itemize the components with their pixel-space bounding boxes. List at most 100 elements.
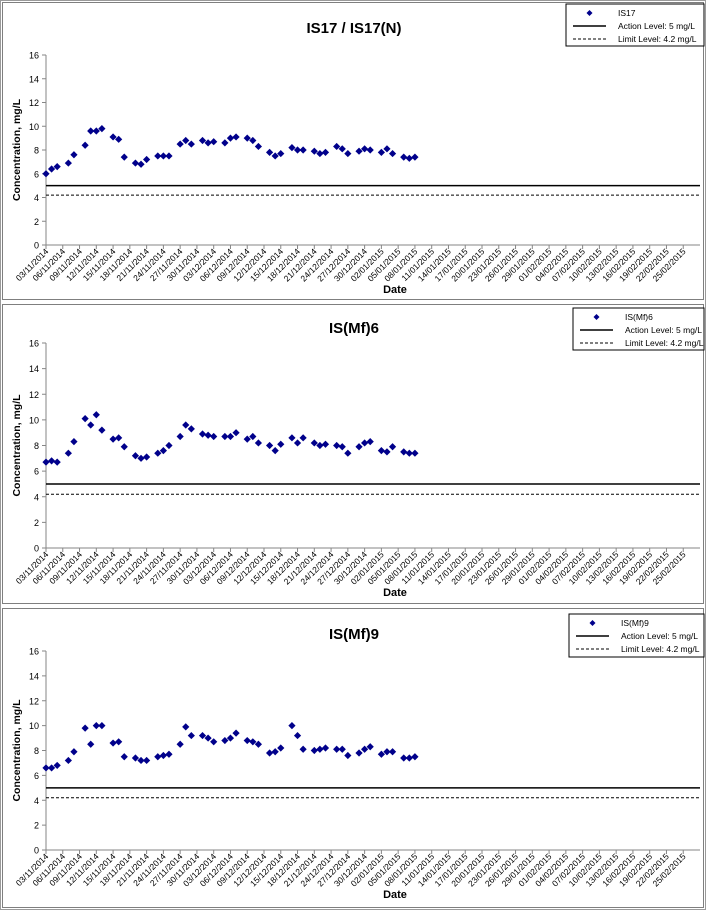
data-point	[265, 148, 274, 156]
data-point	[204, 139, 212, 147]
data-point	[299, 745, 307, 753]
data-point	[198, 430, 207, 438]
data-point	[333, 142, 341, 151]
data-point	[254, 439, 263, 447]
legend-label: Action Level: 5 mg/L	[618, 21, 695, 31]
data-point	[388, 748, 397, 756]
data-point	[109, 739, 117, 747]
legend-label: Action Level: 5 mg/L	[625, 325, 702, 335]
data-point	[210, 138, 218, 146]
legend-label: Action Level: 5 mg/L	[621, 631, 698, 641]
data-point	[388, 149, 397, 158]
y-tick-label: 4	[34, 193, 39, 203]
y-tick-label: 8	[34, 746, 39, 756]
data-point	[293, 439, 302, 447]
data-point	[383, 145, 391, 153]
x-axis-label: Date	[383, 889, 407, 901]
data-point	[400, 448, 408, 456]
y-tick-label: 12	[29, 390, 39, 400]
data-point	[344, 449, 352, 457]
legend-box	[572, 307, 705, 351]
y-tick-label: 2	[34, 217, 39, 227]
legend-label: Limit Level: 4.2 mg/L	[618, 34, 697, 44]
data-point	[221, 432, 229, 441]
y-tick-label: 4	[34, 796, 39, 806]
y-tick-label: 14	[29, 74, 39, 84]
data-point	[310, 147, 318, 155]
data-point	[165, 441, 173, 450]
data-point	[232, 729, 240, 737]
data-point	[277, 744, 285, 752]
data-point	[143, 155, 151, 164]
data-point	[288, 434, 296, 442]
data-point	[198, 136, 207, 145]
y-tick-label: 6	[34, 467, 39, 477]
data-point	[366, 146, 374, 154]
data-point	[316, 441, 324, 450]
legend-label: IS(Mf)6	[625, 312, 653, 322]
data-point	[344, 149, 352, 158]
data-point	[204, 734, 212, 742]
data-point	[361, 145, 369, 153]
data-point	[64, 449, 72, 457]
data-point	[355, 749, 363, 757]
chart-panel-2: IS(Mf)6 0 2 4 6 8 10 12 14 16 Concentration, mg/L 0…	[2, 304, 705, 604]
legend-label: Limit Level: 4.2 mg/L	[625, 338, 704, 348]
legend-label: Limit Level: 4.2 mg/L	[621, 644, 700, 654]
data-point	[405, 154, 413, 162]
data-point	[210, 738, 218, 746]
y-tick-label: 10	[29, 415, 39, 425]
data-point	[293, 146, 302, 154]
y-tick-label: 14	[29, 364, 39, 374]
data-point	[120, 443, 128, 451]
data-point	[131, 159, 140, 167]
y-tick-label: 8	[34, 146, 39, 156]
chart-title: IS17 / IS17(N)	[306, 20, 401, 37]
data-point	[137, 756, 145, 765]
chart-svg-1: IS17 / IS17(N) 0 2 4 6 8 10 12 14 16 Concentration…	[11, 3, 705, 296]
y-tick-label: 16	[29, 647, 39, 657]
data-point	[120, 753, 128, 761]
data-point	[338, 443, 346, 451]
data-point	[143, 756, 151, 765]
y-axis-label: Concentration, mg/L	[11, 699, 23, 802]
data-point	[109, 133, 117, 141]
data-point	[232, 133, 240, 141]
y-tick-label: 0	[34, 241, 39, 251]
y-tick-label: 12	[29, 696, 39, 706]
y-tick-label: 6	[34, 169, 39, 179]
data-point	[159, 152, 167, 160]
data-point	[182, 136, 190, 145]
data-point	[411, 753, 419, 761]
legend-marker-diamond	[586, 10, 593, 16]
y-tick-label: 16	[29, 51, 39, 61]
data-point	[92, 722, 100, 730]
chart-panel-1: IS17 / IS17(N) 0 2 4 6 8 10 12 14 16 Concentration…	[2, 2, 705, 300]
y-axis-label: Concentration, mg/L	[11, 394, 23, 497]
data-point	[299, 434, 307, 442]
data-point	[87, 740, 95, 748]
y-tick-label: 2	[34, 518, 39, 528]
data-point	[70, 438, 78, 446]
data-point	[182, 421, 190, 429]
data-point	[81, 724, 89, 732]
data-point	[64, 159, 72, 167]
data-point	[120, 153, 128, 161]
data-point	[165, 152, 173, 160]
legend-label: IS17	[618, 8, 636, 18]
data-point	[361, 745, 369, 753]
y-tick-label: 12	[29, 98, 39, 108]
data-point	[271, 748, 279, 756]
data-point	[338, 745, 346, 753]
data-point	[210, 432, 218, 441]
data-point	[154, 753, 162, 761]
data-point	[344, 751, 352, 760]
data-point	[293, 731, 302, 740]
data-point	[87, 127, 95, 135]
data-point	[249, 432, 257, 441]
data-point	[243, 134, 251, 142]
data-point	[405, 449, 413, 457]
data-point	[198, 731, 207, 740]
data-point	[176, 740, 184, 748]
